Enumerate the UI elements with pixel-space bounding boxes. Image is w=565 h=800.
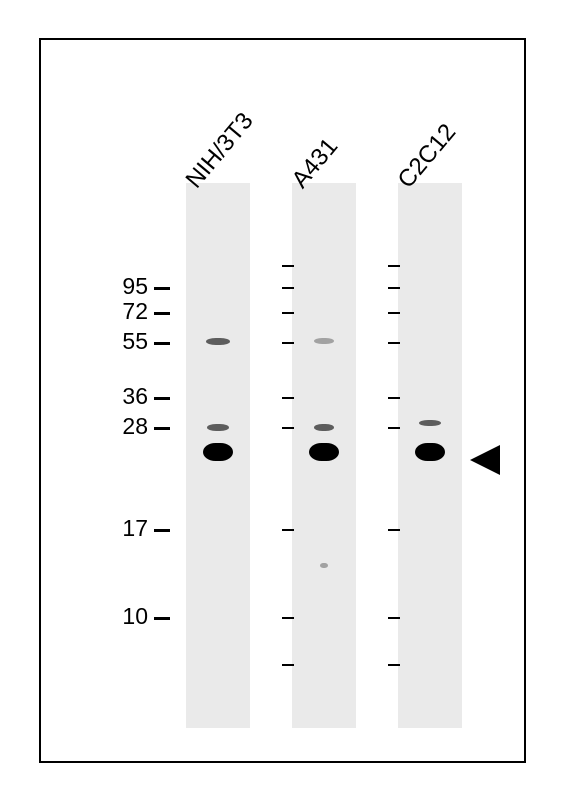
band-lane1-1 <box>207 424 229 431</box>
mw-label-55: 55 <box>0 328 148 355</box>
target-arrow-icon <box>468 443 502 477</box>
ladder-tick <box>282 265 294 267</box>
ladder-tick <box>388 287 400 289</box>
band-lane3-8 <box>415 443 445 461</box>
ladder-tick <box>388 397 400 399</box>
ladder-tick <box>388 529 400 531</box>
ladder-tick <box>282 529 294 531</box>
mw-tick-72 <box>154 312 170 315</box>
mw-label-10: 10 <box>0 603 148 630</box>
ladder-tick <box>282 427 294 429</box>
ladder-tick <box>388 312 400 314</box>
mw-label-17: 17 <box>0 515 148 542</box>
band-lane2-6 <box>320 563 328 568</box>
ladder-tick <box>388 427 400 429</box>
ladder-tick <box>282 617 294 619</box>
ladder-tick <box>388 265 400 267</box>
band-lane1-2 <box>203 443 233 461</box>
mw-tick-28 <box>154 427 170 430</box>
mw-label-72: 72 <box>0 298 148 325</box>
band-lane1-0 <box>206 338 230 345</box>
ladder-tick <box>282 397 294 399</box>
mw-label-36: 36 <box>0 383 148 410</box>
band-lane2-3 <box>314 338 334 344</box>
ladder-tick <box>388 617 400 619</box>
ladder-tick <box>388 664 400 666</box>
ladder-tick <box>282 664 294 666</box>
mw-tick-95 <box>154 287 170 290</box>
mw-label-95: 95 <box>0 273 148 300</box>
ladder-tick <box>388 342 400 344</box>
ladder-tick <box>282 287 294 289</box>
band-lane3-7 <box>419 420 441 426</box>
band-lane2-4 <box>314 424 334 431</box>
mw-tick-10 <box>154 617 170 620</box>
mw-tick-55 <box>154 342 170 345</box>
ladder-tick <box>282 342 294 344</box>
band-lane2-5 <box>309 443 339 461</box>
mw-tick-36 <box>154 397 170 400</box>
mw-label-28: 28 <box>0 413 148 440</box>
ladder-tick <box>282 312 294 314</box>
mw-tick-17 <box>154 529 170 532</box>
